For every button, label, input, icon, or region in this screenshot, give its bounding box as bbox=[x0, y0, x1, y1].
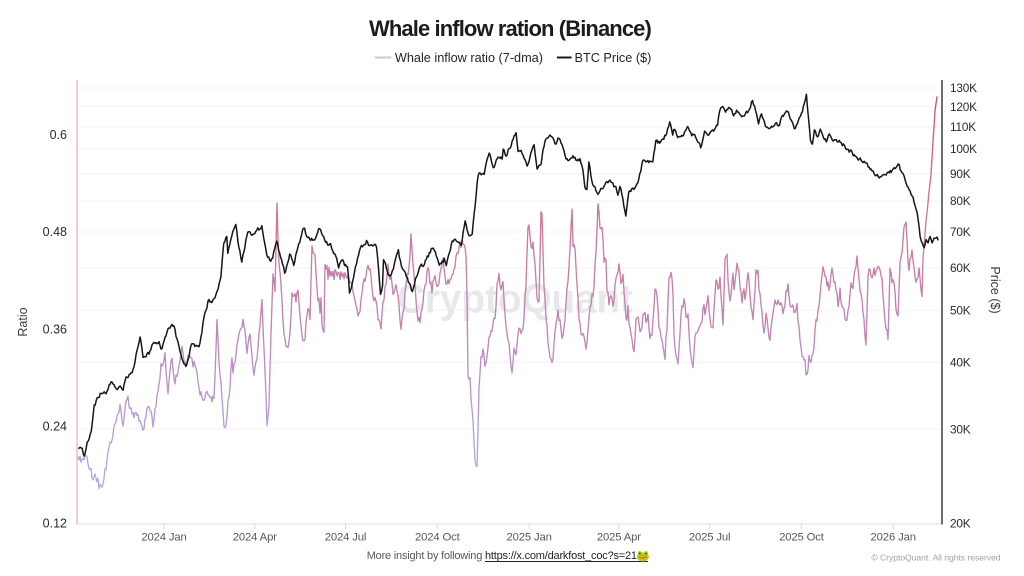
svg-text:0.24: 0.24 bbox=[43, 420, 67, 434]
svg-text:90K: 90K bbox=[950, 167, 971, 181]
svg-text:🐸: 🐸 bbox=[636, 550, 650, 563]
svg-text:30K: 30K bbox=[950, 422, 971, 436]
svg-text:Whale inflow ratio (7-dma): Whale inflow ratio (7-dma) bbox=[395, 51, 543, 65]
svg-text:2024 Jul: 2024 Jul bbox=[325, 532, 367, 544]
svg-text:80K: 80K bbox=[950, 194, 971, 208]
svg-text:2025 Apr: 2025 Apr bbox=[597, 532, 641, 544]
svg-text:50K: 50K bbox=[950, 304, 971, 318]
svg-text:100K: 100K bbox=[950, 142, 977, 156]
svg-text:60K: 60K bbox=[950, 261, 971, 275]
svg-text:BTC Price ($): BTC Price ($) bbox=[575, 51, 652, 65]
svg-text:2024 Apr: 2024 Apr bbox=[233, 532, 277, 544]
svg-text:More insight by following: More insight by following bbox=[367, 550, 483, 562]
svg-text:https://x.com/darkfost_coc?s=2: https://x.com/darkfost_coc?s=21 bbox=[485, 550, 637, 562]
svg-text:Ratio: Ratio bbox=[16, 307, 30, 336]
svg-text:20K: 20K bbox=[950, 517, 971, 531]
svg-text:40K: 40K bbox=[950, 355, 971, 369]
svg-text:Price ($): Price ($) bbox=[988, 266, 1002, 313]
svg-text:2024 Jan: 2024 Jan bbox=[141, 532, 186, 544]
svg-text:2026 Jan: 2026 Jan bbox=[871, 532, 916, 544]
svg-text:© CryptoQuant. All rights rese: © CryptoQuant. All rights reserved bbox=[871, 553, 1000, 563]
svg-text:130K: 130K bbox=[950, 81, 977, 95]
svg-text:0.36: 0.36 bbox=[43, 322, 67, 336]
svg-text:0.48: 0.48 bbox=[43, 225, 67, 239]
svg-text:70K: 70K bbox=[950, 225, 971, 239]
svg-text:Whale inflow ration (Binance): Whale inflow ration (Binance) bbox=[369, 16, 651, 41]
svg-text:2025 Jan: 2025 Jan bbox=[506, 532, 551, 544]
svg-text:0.12: 0.12 bbox=[43, 517, 67, 531]
svg-text:2025 Jul: 2025 Jul bbox=[689, 532, 731, 544]
svg-text:110K: 110K bbox=[950, 120, 976, 134]
svg-text:120K: 120K bbox=[950, 100, 977, 114]
svg-text:0.6: 0.6 bbox=[50, 128, 67, 142]
svg-text:2024 Oct: 2024 Oct bbox=[415, 532, 461, 544]
svg-text:2025 Oct: 2025 Oct bbox=[779, 532, 825, 544]
